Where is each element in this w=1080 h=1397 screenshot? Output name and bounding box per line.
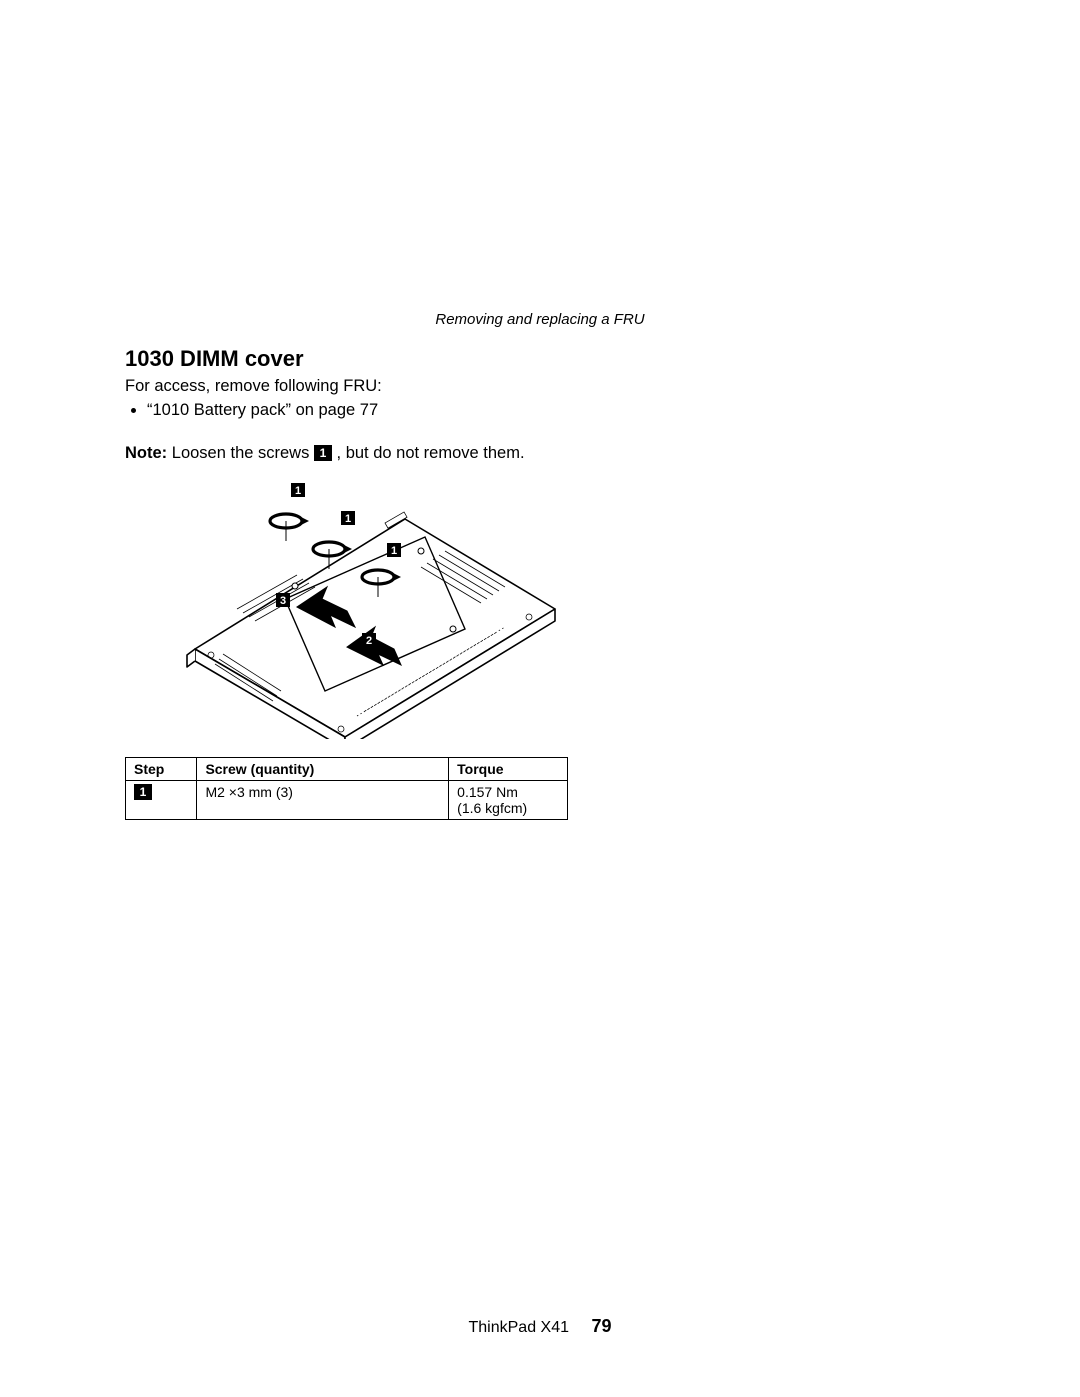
page: Removing and replacing a FRU 1030 DIMM c…: [0, 0, 1080, 1397]
access-list-item: “1010 Battery pack” on page 77: [147, 399, 845, 421]
th-step: Step: [126, 758, 197, 781]
svg-text:1: 1: [295, 485, 301, 497]
section-title: 1030 DIMM cover: [125, 346, 845, 372]
svg-text:1: 1: [345, 513, 351, 525]
running-header: Removing and replacing a FRU: [0, 311, 1080, 328]
td-torque: 0.157 Nm (1.6 kgfcm): [449, 781, 568, 820]
diagram: 1 1 1 3 2: [125, 479, 605, 739]
step-chip: 1: [134, 784, 152, 800]
table-header-row: Step Screw (quantity) Torque: [126, 758, 568, 781]
th-screw: Screw (quantity): [197, 758, 449, 781]
note-text-after: , but do not remove them.: [337, 444, 525, 462]
callout-2: 2: [362, 633, 376, 647]
callout-1c: 1: [387, 543, 401, 557]
th-torque: Torque: [449, 758, 568, 781]
torque-alt: (1.6 kgfcm): [457, 800, 527, 816]
td-step: 1: [126, 781, 197, 820]
torque-value: 0.157 Nm: [457, 784, 518, 800]
callout-3: 3: [276, 593, 290, 607]
svg-text:1: 1: [391, 545, 397, 557]
access-intro: For access, remove following FRU:: [125, 376, 845, 397]
note-text-before: Loosen the screws: [172, 444, 310, 462]
note-label: Note:: [125, 444, 167, 462]
page-footer: ThinkPad X41 79: [0, 1316, 1080, 1337]
diagram-svg: 1 1 1 3 2: [125, 479, 605, 739]
footer-model: ThinkPad X41: [469, 1319, 570, 1336]
svg-text:3: 3: [280, 595, 286, 607]
footer-page-number: 79: [591, 1316, 611, 1336]
svg-text:2: 2: [366, 635, 372, 647]
callout-1b: 1: [341, 511, 355, 525]
td-screw: M2 ×3 mm (3): [197, 781, 449, 820]
callout-1a: 1: [291, 483, 305, 497]
note-step-chip: 1: [314, 445, 332, 461]
screw-table: Step Screw (quantity) Torque 1 M2 ×3 mm …: [125, 757, 568, 820]
access-list: “1010 Battery pack” on page 77: [125, 399, 845, 421]
content-area: 1030 DIMM cover For access, remove follo…: [125, 346, 845, 820]
note-line: Note: Loosen the screws 1 , but do not r…: [125, 444, 845, 463]
table-row: 1 M2 ×3 mm (3) 0.157 Nm (1.6 kgfcm): [126, 781, 568, 820]
